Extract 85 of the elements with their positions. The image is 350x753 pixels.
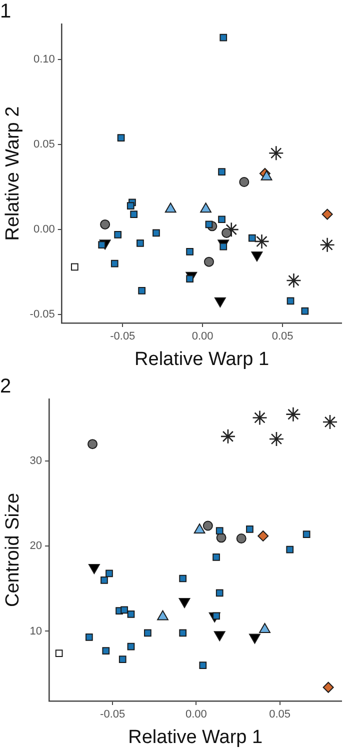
point	[164, 202, 176, 213]
point	[126, 202, 134, 210]
y-axis-title: Relative Warp 2	[2, 106, 24, 241]
point	[88, 439, 98, 450]
y-tick-label: 0.00	[33, 224, 55, 236]
point	[214, 297, 226, 308]
point	[120, 606, 128, 614]
point	[178, 598, 190, 608]
point	[220, 34, 228, 42]
point	[130, 210, 138, 218]
point	[286, 406, 301, 422]
point	[179, 629, 187, 637]
x-tick-label: 0.05	[272, 330, 294, 343]
point	[218, 216, 226, 224]
point	[194, 524, 206, 534]
point	[200, 202, 212, 213]
point	[204, 256, 214, 267]
x-tick-label: 0.00	[192, 330, 214, 343]
point	[286, 546, 294, 554]
point	[220, 428, 236, 444]
x-tick-label: -0.05	[100, 708, 126, 721]
point	[186, 248, 194, 256]
point	[252, 410, 268, 426]
point	[138, 287, 146, 294]
point	[320, 237, 335, 253]
point	[286, 297, 294, 305]
point	[222, 228, 232, 238]
point	[258, 530, 269, 542]
point	[199, 662, 207, 669]
point	[110, 260, 118, 268]
point	[322, 208, 333, 220]
point	[88, 564, 100, 574]
point	[322, 414, 338, 430]
point	[136, 239, 144, 247]
point	[239, 176, 250, 187]
point	[179, 574, 187, 582]
point	[249, 634, 260, 644]
y-tick-label: 30	[30, 455, 42, 468]
point	[85, 634, 93, 641]
x-tick-label: -0.05	[110, 330, 136, 343]
point	[268, 431, 284, 447]
point	[286, 272, 302, 288]
point	[236, 534, 246, 544]
point	[118, 656, 126, 663]
y-tick-label: 0.05	[33, 138, 55, 151]
chart-title: 2	[0, 376, 12, 398]
point	[248, 234, 256, 242]
point	[100, 219, 110, 230]
point	[106, 570, 113, 578]
point	[259, 623, 270, 634]
y-tick-label: 10	[30, 625, 42, 638]
point	[55, 650, 63, 658]
point	[218, 168, 226, 176]
point	[114, 230, 122, 238]
y-tick-label: -0.05	[30, 308, 55, 321]
point	[214, 631, 226, 642]
y-tick-label: 20	[30, 540, 42, 552]
point	[117, 134, 125, 142]
point	[152, 229, 160, 237]
point	[322, 682, 334, 693]
point	[144, 629, 152, 637]
point	[220, 242, 228, 250]
point	[127, 610, 135, 618]
point	[254, 234, 270, 250]
point	[302, 530, 310, 538]
point	[186, 275, 194, 283]
point	[205, 220, 213, 228]
point	[100, 576, 108, 584]
point	[212, 554, 220, 561]
point	[127, 642, 135, 650]
point	[216, 589, 224, 597]
y-tick-label: 0.10	[33, 54, 55, 66]
x-tick-label: 0.05	[269, 708, 291, 721]
point	[301, 307, 309, 315]
point	[102, 647, 110, 654]
point	[246, 525, 254, 533]
point	[268, 145, 284, 161]
chart-title: 1	[0, 0, 12, 23]
x-tick-label: 0.00	[185, 708, 207, 721]
x-axis-title: Relative Warp 1	[134, 348, 270, 370]
point	[70, 263, 78, 271]
point	[202, 520, 213, 531]
point	[216, 527, 224, 535]
y-axis-title: Centroid Size	[2, 492, 24, 608]
x-axis-title: Relative Warp 1	[128, 726, 263, 748]
